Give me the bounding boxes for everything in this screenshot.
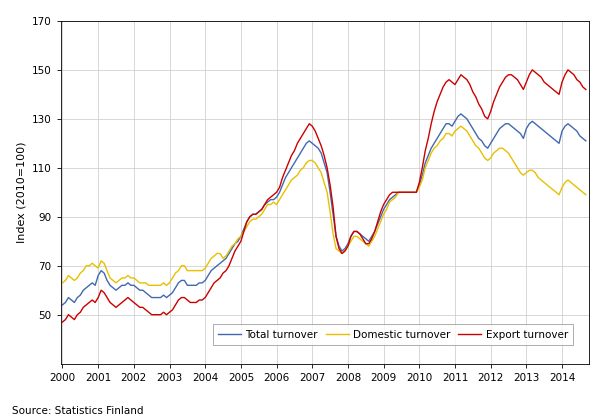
- Line: Total turnover: Total turnover: [63, 114, 586, 305]
- Legend: Total turnover, Domestic turnover, Export turnover: Total turnover, Domestic turnover, Expor…: [212, 324, 573, 345]
- Total turnover: [439, 126, 447, 131]
- Text: Source: Statistics Finland: Source: Statistics Finland: [12, 406, 144, 416]
- Total turnover: [208, 268, 215, 273]
- Export turnover: [529, 67, 536, 72]
- Total turnover: [59, 302, 66, 307]
- Domestic turnover: [228, 244, 236, 249]
- Domestic turnover: [582, 192, 589, 197]
- Total turnover: [380, 207, 387, 212]
- Export turnover: [380, 202, 387, 207]
- Domestic turnover: [443, 131, 450, 136]
- Line: Export turnover: Export turnover: [63, 70, 586, 322]
- Total turnover: [225, 251, 232, 256]
- Export turnover: [505, 72, 512, 77]
- Line: Domestic turnover: Domestic turnover: [63, 126, 586, 285]
- Y-axis label: Index (2010=100): Index (2010=100): [16, 142, 26, 243]
- Export turnover: [225, 263, 232, 268]
- Export turnover: [368, 236, 375, 241]
- Total turnover: [368, 234, 375, 239]
- Total turnover: [508, 124, 515, 129]
- Total turnover: [457, 112, 464, 117]
- Domestic turnover: [59, 280, 66, 285]
- Export turnover: [582, 87, 589, 92]
- Domestic turnover: [211, 253, 218, 258]
- Domestic turnover: [371, 234, 378, 239]
- Total turnover: [582, 138, 589, 143]
- Domestic turnover: [383, 207, 390, 212]
- Export turnover: [439, 84, 447, 89]
- Export turnover: [208, 285, 215, 290]
- Domestic turnover: [511, 161, 518, 166]
- Domestic turnover: [145, 283, 152, 288]
- Domestic turnover: [457, 124, 464, 129]
- Export turnover: [59, 319, 66, 324]
